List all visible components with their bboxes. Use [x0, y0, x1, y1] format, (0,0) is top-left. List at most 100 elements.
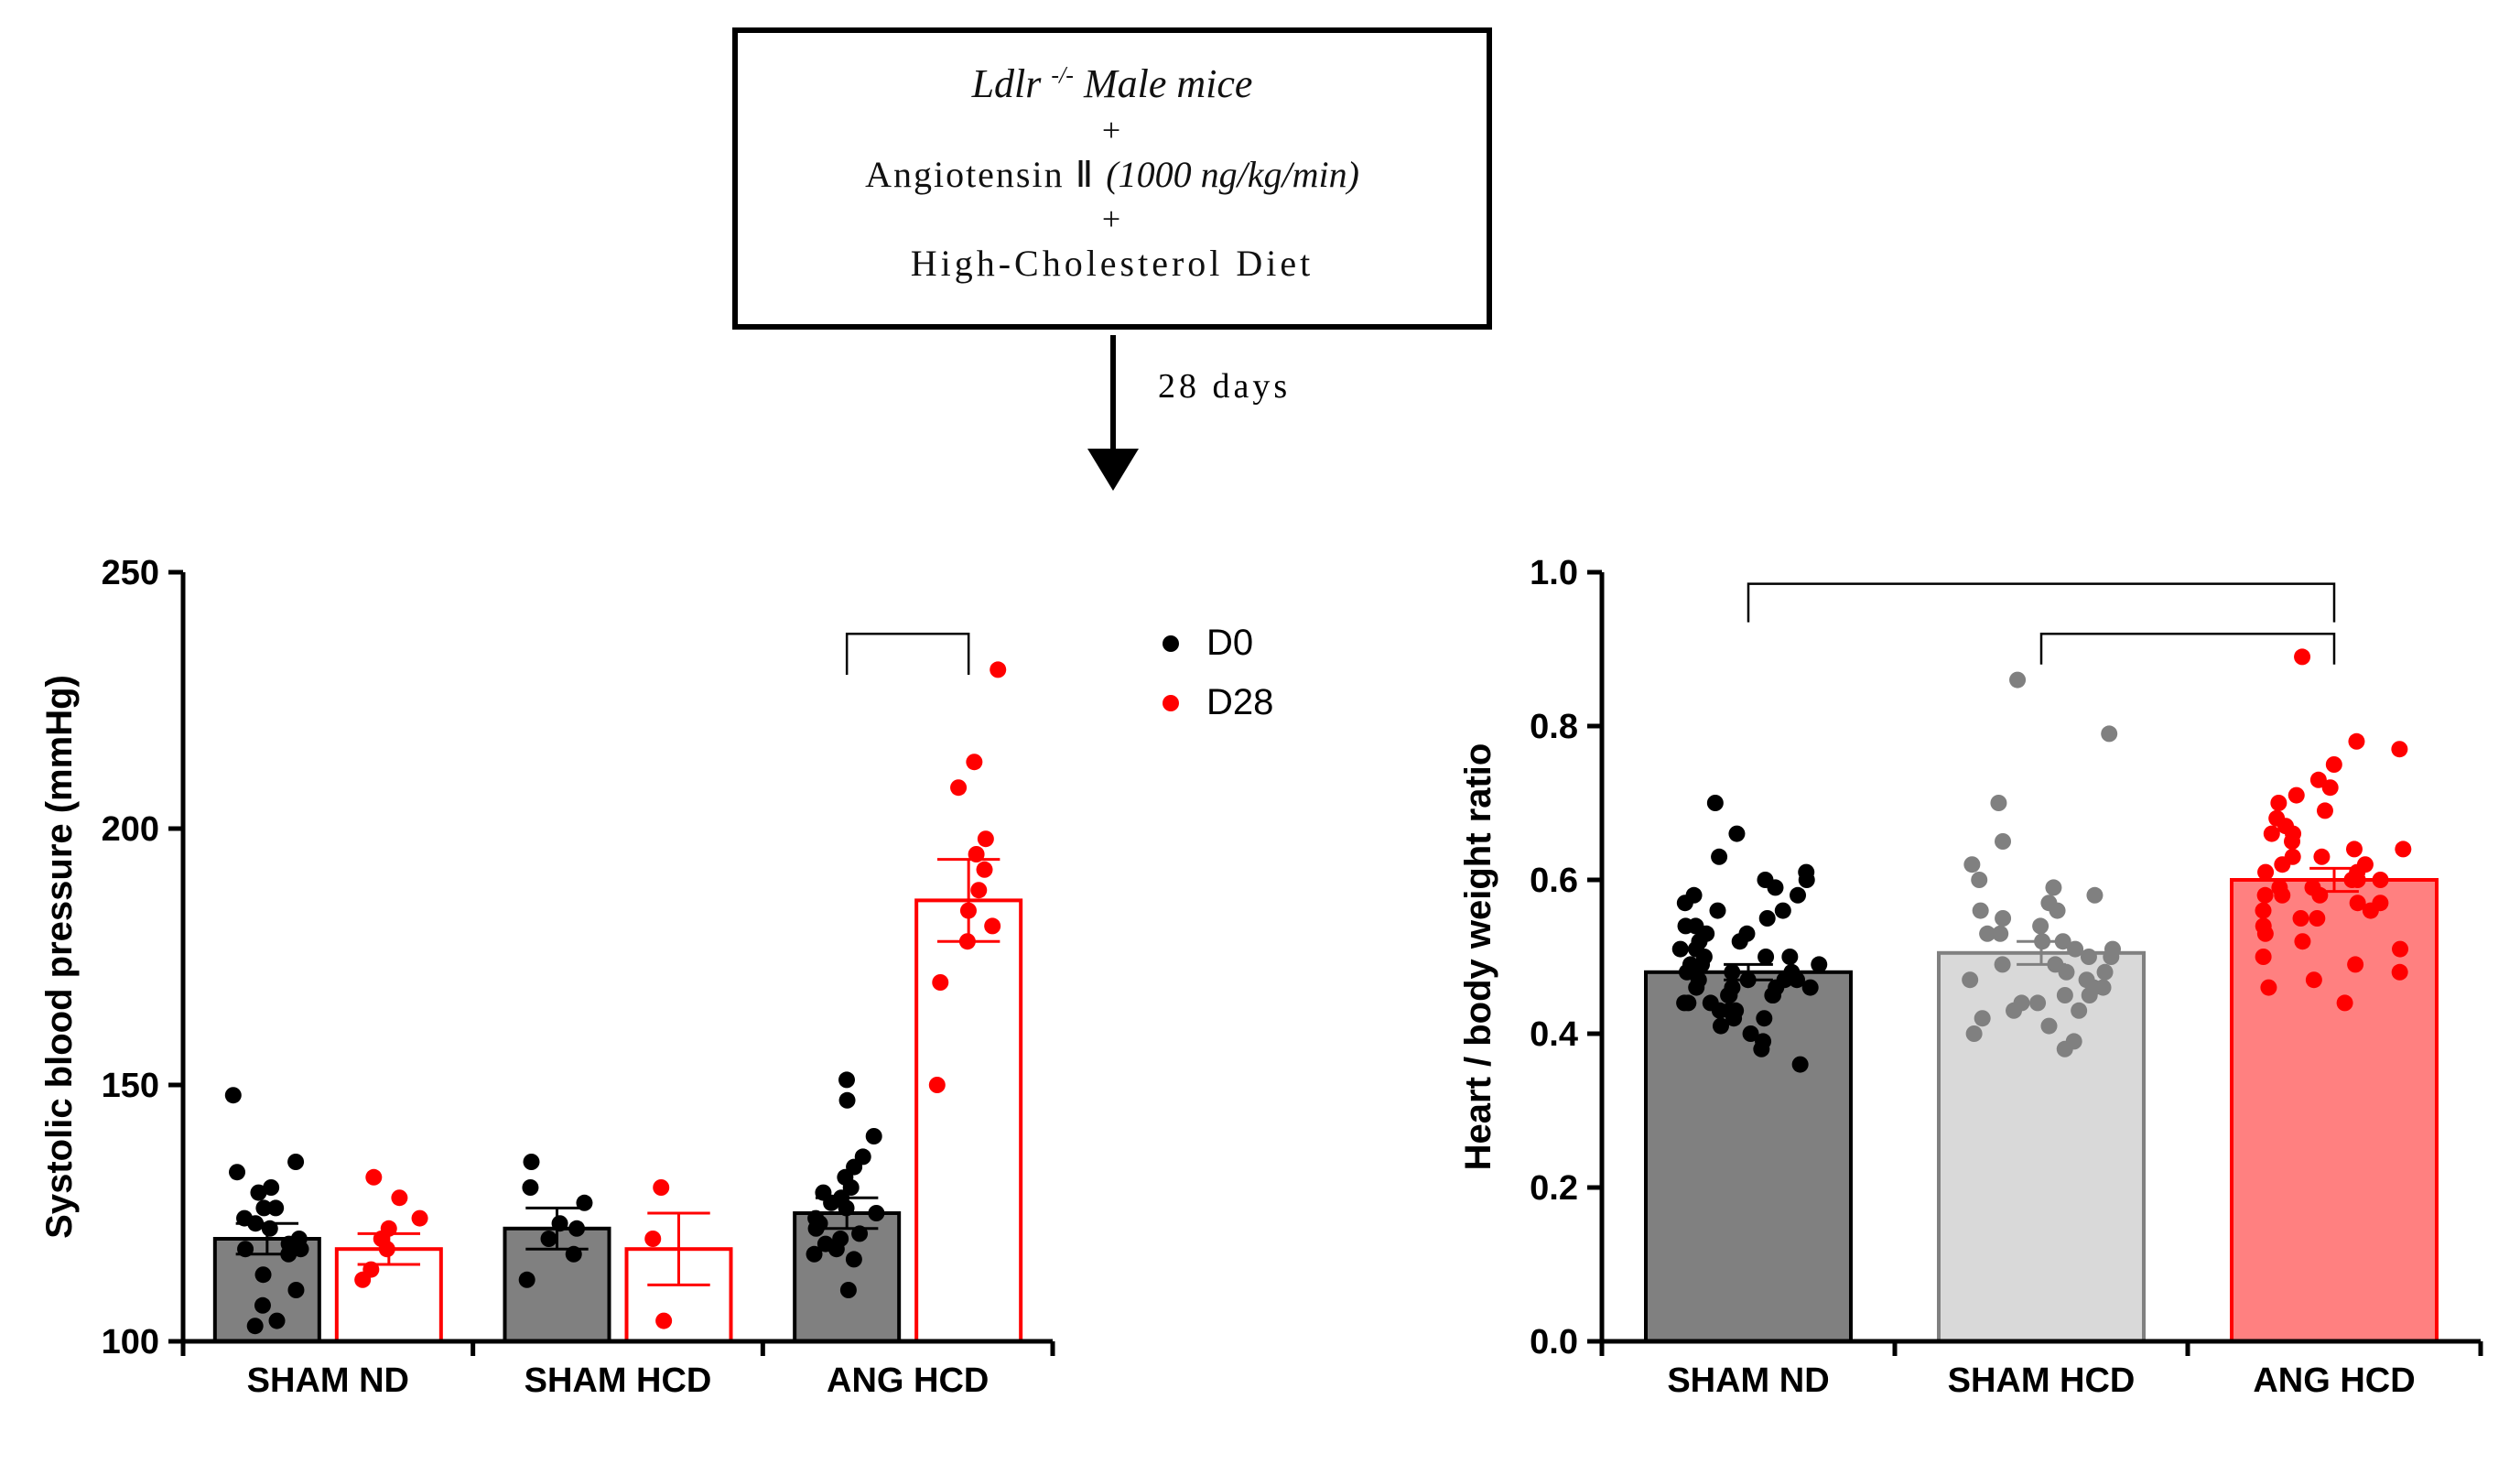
data-point	[838, 1071, 855, 1088]
x-tick-label: ANG HCD	[2253, 1361, 2415, 1400]
data-point	[568, 1220, 585, 1237]
x-tick-label: ANG HCD	[827, 1361, 989, 1400]
protocol-line1-post: Male mice	[1074, 61, 1252, 106]
x-tick-label: SHAM HCD	[1948, 1361, 2136, 1400]
data-point	[2288, 787, 2305, 804]
y-tick-label: 200	[102, 810, 159, 849]
arrow-label: 28 days	[1158, 366, 1291, 407]
data-point	[2009, 672, 2026, 689]
data-point	[1781, 949, 1798, 965]
data-point	[823, 1195, 839, 1211]
data-point	[2264, 826, 2280, 842]
data-point	[970, 882, 987, 898]
data-point	[2306, 971, 2322, 988]
data-point	[1732, 933, 1748, 949]
data-point	[984, 917, 1000, 934]
data-point	[2057, 987, 2073, 1003]
data-point	[2257, 864, 2274, 881]
x-tick-label: SHAM ND	[247, 1361, 409, 1400]
data-point	[2097, 964, 2114, 981]
data-point	[2274, 856, 2290, 873]
data-point	[966, 754, 982, 770]
protocol-line1-pre: Ldlr	[972, 61, 1052, 106]
data-point	[254, 1297, 271, 1314]
data-point	[1971, 872, 1987, 888]
data-point	[1995, 910, 2011, 927]
data-point	[2086, 887, 2103, 904]
data-point	[2313, 849, 2330, 865]
data-point	[868, 1205, 884, 1221]
hw-ratio-chart: 0.00.20.40.60.81.0SHAM NDSHAM HCDANG HCD…	[1446, 536, 2499, 1451]
data-point	[412, 1210, 428, 1227]
data-point	[2029, 994, 2046, 1011]
bp-chart: 100150200250SHAM NDSHAM HCDANG HCDSystol…	[27, 536, 1071, 1451]
data-point	[840, 1282, 857, 1298]
data-point	[2255, 949, 2272, 965]
data-point	[968, 846, 985, 862]
protocol-line2: Angiotensin Ⅱ (1000 ng/kg/min)	[738, 153, 1487, 196]
data-point	[2255, 903, 2272, 919]
protocol-plus1: +	[738, 111, 1487, 149]
data-point	[1974, 1010, 1991, 1026]
bar	[916, 900, 1021, 1341]
data-point	[1707, 795, 1724, 811]
data-point	[1677, 895, 1693, 911]
data-point	[247, 1318, 264, 1334]
arrow-stem	[1110, 335, 1116, 454]
data-point	[1966, 1025, 1983, 1042]
data-point	[2270, 795, 2287, 811]
y-tick-label: 100	[102, 1323, 159, 1361]
protocol-box: Ldlr -/- Male mice + Angiotensin Ⅱ (1000…	[732, 27, 1492, 330]
data-point	[354, 1272, 371, 1288]
y-axis-title: Systolic blood pressure (mmHg)	[39, 675, 80, 1239]
data-point	[2348, 733, 2364, 750]
data-point	[1713, 1018, 1729, 1035]
legend-item: D28	[1163, 682, 1273, 723]
data-point	[1775, 903, 1791, 919]
data-point	[1990, 795, 2006, 811]
y-tick-label: 0.4	[1530, 1015, 1578, 1054]
data-point	[929, 1077, 946, 1093]
data-point	[1758, 949, 1774, 965]
data-point	[1678, 917, 1694, 934]
y-tick-label: 150	[102, 1067, 159, 1105]
data-point	[262, 1220, 278, 1237]
x-tick-label: SHAM HCD	[525, 1361, 712, 1400]
data-point	[576, 1195, 592, 1211]
data-point	[2309, 910, 2325, 927]
data-point	[1709, 903, 1725, 919]
data-point	[250, 1185, 266, 1201]
data-point	[1753, 1041, 1769, 1057]
data-point	[959, 933, 976, 949]
data-point	[1992, 926, 2008, 942]
data-point	[1764, 987, 1780, 1003]
data-point	[1724, 964, 1740, 981]
sig-bracket	[847, 634, 968, 675]
protocol-line2-a: Angiotensin Ⅱ	[865, 154, 1095, 195]
data-point	[2373, 872, 2389, 888]
data-point	[1721, 987, 1737, 1003]
data-point	[2034, 933, 2050, 949]
data-point	[2347, 956, 2363, 972]
data-point	[2326, 756, 2342, 773]
data-point	[2081, 949, 2097, 965]
data-point	[851, 1225, 868, 1242]
data-point	[2392, 964, 2408, 981]
data-point	[522, 1179, 538, 1196]
x-tick-label: SHAM ND	[1667, 1361, 1829, 1400]
data-point	[237, 1241, 254, 1257]
data-point	[2058, 964, 2074, 981]
data-point	[1728, 826, 1745, 842]
data-point	[287, 1154, 304, 1170]
data-point	[839, 1092, 856, 1109]
data-point	[1995, 833, 2011, 850]
data-point	[2350, 872, 2366, 888]
data-point	[1676, 994, 1693, 1011]
legend-item: D0	[1163, 623, 1273, 664]
data-point	[2391, 741, 2407, 757]
data-point	[866, 1128, 882, 1144]
data-point	[379, 1241, 395, 1257]
data-point	[269, 1313, 286, 1329]
data-point	[2257, 926, 2274, 942]
protocol-plus2: +	[738, 200, 1487, 238]
